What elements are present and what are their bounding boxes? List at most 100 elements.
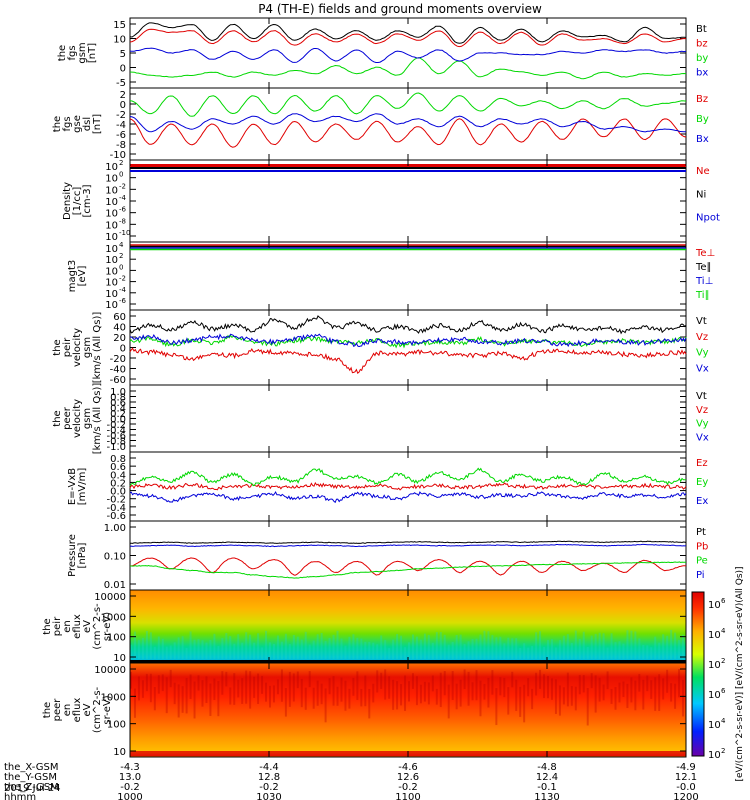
spectrogram-stripe — [324, 641, 327, 659]
y-axis-label: [km/s (All Qs)] — [92, 312, 103, 384]
spectrogram-stripe — [594, 633, 597, 659]
y-axis-label: velocity — [72, 399, 83, 438]
spectrogram-stripe — [574, 686, 577, 711]
spectrogram-stripe — [257, 633, 260, 659]
series-line-Pe — [130, 561, 687, 579]
legend-Vy: Vy — [696, 419, 709, 430]
legend-Ne: Ne — [696, 166, 710, 177]
spectrogram-stripe — [419, 639, 422, 659]
footer-value: -0.2 — [259, 782, 279, 793]
spectrogram-stripe — [642, 679, 645, 710]
spectrogram-stripe — [292, 673, 295, 702]
spectrogram-stripe — [141, 680, 144, 698]
footer-value: 12.8 — [258, 772, 280, 783]
spectrogram-stripe — [193, 681, 196, 719]
y-tick-exponent: -6 — [119, 206, 127, 214]
spectrogram-stripe — [562, 687, 565, 705]
spectrogram-stripe — [435, 632, 438, 659]
spectrogram-stripe — [368, 641, 371, 659]
colorbar-tick-exponent: 4 — [721, 627, 726, 635]
spectrogram-stripe — [400, 635, 403, 659]
spectrogram-stripe — [642, 644, 645, 659]
y-axis-label: fgs — [67, 45, 78, 60]
legend-Vy: Vy — [696, 348, 709, 359]
footer-value: -0.0 — [676, 782, 696, 793]
spectrogram-stripe — [376, 670, 379, 693]
y-tick-exponent: 0 — [119, 263, 123, 271]
spectrogram-stripe — [610, 688, 613, 704]
spectrogram-stripe — [459, 634, 462, 659]
series-line-Vt — [129, 315, 687, 335]
spectrogram-stripe — [217, 645, 220, 659]
spectrogram-stripe — [217, 681, 220, 717]
spectrogram-stripe — [253, 676, 256, 698]
legend-Vx: Vx — [696, 432, 709, 443]
panel-frame — [129, 309, 687, 386]
y-tick-label: 0.6 — [110, 462, 126, 473]
spectrogram-stripe — [380, 672, 383, 689]
y-axis-label: eflux — [72, 614, 83, 639]
panel-frame — [129, 520, 687, 591]
y-tick-label: 2 — [120, 90, 126, 101]
spectrogram-stripe — [670, 683, 673, 702]
y-tick-label: -2 — [116, 110, 126, 121]
spectrogram-stripe — [364, 641, 367, 659]
spectrogram-stripe — [308, 671, 311, 688]
spectrogram-stripe — [288, 644, 291, 659]
footer-value: 12.1 — [675, 772, 697, 783]
spectrogram-stripe — [539, 631, 542, 659]
y-tick-label: 0 — [120, 344, 126, 355]
legend-By: By — [696, 114, 709, 125]
y-tick-exponent: -4 — [119, 194, 127, 202]
footer-value: -4.9 — [676, 762, 696, 773]
legend-Pi: Pi — [696, 570, 705, 581]
footer-value: 1130 — [534, 792, 559, 800]
spectrogram-stripe — [392, 639, 395, 659]
spectrogram-stripe — [404, 675, 407, 711]
y-tick-label: 10 — [105, 266, 118, 277]
y-axis-label: [nT] — [87, 43, 98, 63]
y-axis-label: Pressure — [67, 534, 78, 577]
y-axis-label: [1/cc] — [72, 187, 83, 216]
y-tick-exponent: -8 — [119, 217, 126, 225]
spectrogram-stripe — [539, 669, 542, 689]
spectrogram-stripe — [133, 688, 136, 718]
spectrogram-stripe — [543, 674, 546, 699]
spectrogram-stripe — [328, 637, 331, 659]
spectrogram-stripe — [304, 687, 307, 710]
y-tick-label: 0.2 — [110, 409, 126, 420]
series-line-Vy — [129, 334, 687, 349]
y-axis-label: peir — [62, 337, 73, 357]
spectrogram-stripe — [523, 643, 526, 659]
spectrogram-stripe — [233, 643, 236, 659]
spectrogram-stripe — [149, 632, 152, 659]
footer-value: 1100 — [395, 792, 420, 800]
spectrogram-stripe — [578, 638, 581, 659]
panel-10: the peer en eflux eV (cm^2-s-sr-eV) 10000 1000 1… — [42, 662, 687, 758]
spectrogram-stripe — [392, 679, 395, 710]
y-tick-label: 0.6 — [110, 398, 126, 409]
footer-value: -0.2 — [398, 782, 418, 793]
spectrogram-stripe — [455, 634, 458, 659]
spectrogram-stripe — [590, 673, 593, 689]
spectrogram-stripe — [312, 640, 315, 659]
spectrogram-stripe — [443, 634, 446, 659]
spectrogram-stripe — [237, 679, 240, 698]
footer-value: 12.4 — [536, 772, 558, 783]
spectrogram-stripe — [320, 632, 323, 659]
spectrogram-stripe — [523, 684, 526, 723]
spectrogram-stripe — [376, 644, 379, 659]
spectrogram-stripe — [249, 671, 252, 709]
spectrogram-stripe — [614, 642, 617, 659]
spectrogram-stripe — [245, 632, 248, 659]
spectrogram-stripe — [181, 686, 184, 713]
spectrogram-stripe — [646, 675, 649, 692]
spectrogram-stripe — [189, 674, 192, 700]
spectrogram-stripe — [574, 630, 577, 659]
spectrogram-stripe — [388, 648, 391, 659]
y-axis-label: the — [52, 116, 63, 132]
legend-Bx: Bx — [696, 134, 709, 145]
spectrogram-stripe — [638, 673, 641, 692]
spectrogram-stripe — [674, 632, 677, 659]
